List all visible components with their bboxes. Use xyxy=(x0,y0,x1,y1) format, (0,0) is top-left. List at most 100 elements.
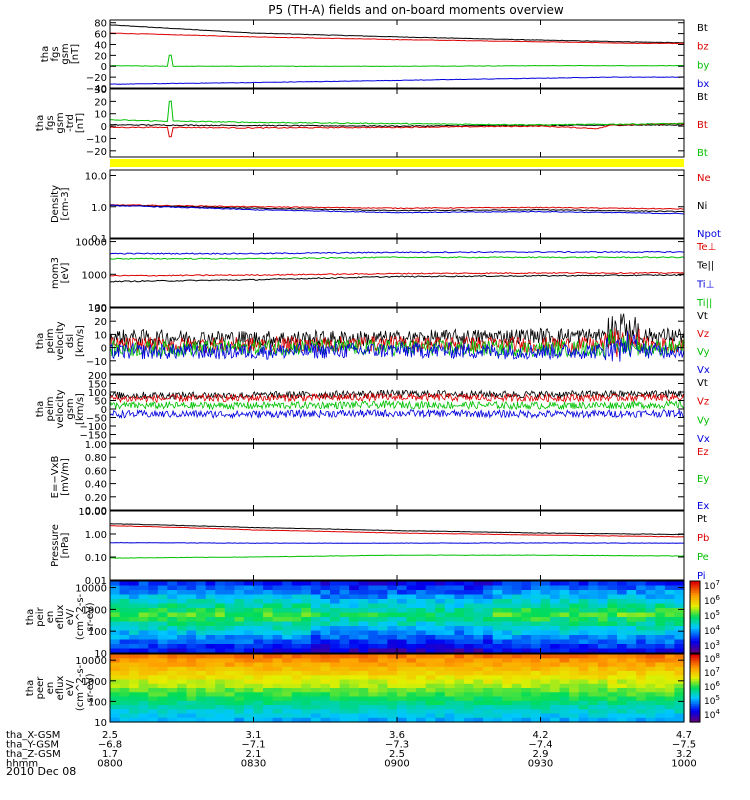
heatmap-cell xyxy=(291,630,302,636)
heatmap-cell xyxy=(243,692,255,698)
heatmap-cell xyxy=(626,675,637,681)
heatmap-cell xyxy=(607,621,618,627)
heatmap-cell xyxy=(196,658,207,664)
y-axis-label: thapeerenefluxeV/(cm^2-s-sr-eV) xyxy=(25,664,96,711)
heatmap-cell xyxy=(263,666,274,672)
heatmap-cell xyxy=(454,705,465,710)
heatmap-cell xyxy=(272,599,283,605)
heatmap-cell xyxy=(626,581,637,587)
heatmap-cell xyxy=(358,696,369,702)
heatmap-cell xyxy=(674,666,685,672)
heatmap-cell xyxy=(377,635,389,641)
heatmap-cell xyxy=(282,717,293,723)
heatmap-cell xyxy=(243,612,255,618)
heatmap-cell xyxy=(253,700,264,706)
heatmap-cell xyxy=(138,639,149,645)
heatmap-cell xyxy=(224,679,235,685)
heatmap-cell xyxy=(330,688,341,693)
heatmap-cell xyxy=(368,654,379,659)
y-axis-label: thapeirenefluxeV/(cm^2-s-sr-eV) xyxy=(25,593,96,640)
heatmap-cell xyxy=(263,608,274,614)
heatmap-cell xyxy=(626,603,637,609)
heatmap-cell xyxy=(387,608,398,614)
heatmap-cell xyxy=(263,662,274,668)
heatmap-cell xyxy=(272,626,283,632)
heatmap-cell xyxy=(177,713,188,719)
heatmap-cell xyxy=(397,612,408,618)
heatmap-cell xyxy=(578,603,589,609)
heatmap-cell xyxy=(349,585,360,591)
heatmap-cell xyxy=(492,671,503,676)
heatmap-cell xyxy=(157,671,168,676)
heatmap-cell xyxy=(387,626,398,632)
heatmap-cell xyxy=(617,644,628,650)
heatmap-cell xyxy=(636,608,647,614)
heatmap-cell xyxy=(291,692,302,698)
heatmap-cell xyxy=(483,648,494,654)
heatmap-cell xyxy=(263,612,274,618)
heatmap-cell xyxy=(454,679,465,685)
heatmap-cell xyxy=(196,671,207,676)
heatmap-cell xyxy=(444,692,455,698)
y-tick-label: −10 xyxy=(86,357,107,368)
heatmap-cell xyxy=(454,666,465,672)
heatmap-cell xyxy=(464,717,475,723)
heatmap-cell xyxy=(540,621,551,627)
heatmap-cell xyxy=(224,705,235,710)
heatmap-cell xyxy=(243,675,255,681)
heatmap-cell xyxy=(253,644,264,650)
heatmap-cell xyxy=(349,679,360,685)
heatmap-cell xyxy=(597,581,609,587)
heatmap-cell xyxy=(377,626,389,632)
heatmap-cell xyxy=(330,696,341,702)
heatmap-cell xyxy=(645,692,656,698)
heatmap-cell xyxy=(196,594,207,600)
heatmap-cell xyxy=(243,679,255,685)
heatmap-cell xyxy=(578,590,589,596)
heatmap-cell xyxy=(626,599,637,605)
heatmap-cell xyxy=(368,621,379,627)
heatmap-cell xyxy=(387,585,398,591)
colorbar-step xyxy=(690,697,700,700)
heatmap-cell xyxy=(664,671,676,676)
heatmap-cell xyxy=(129,675,140,681)
heatmap-cell xyxy=(291,717,302,723)
heatmap-cell xyxy=(492,683,503,689)
heatmap-cell xyxy=(358,594,369,600)
heatmap-cell xyxy=(435,705,446,710)
heatmap-cell xyxy=(138,671,149,676)
heatmap-cell xyxy=(597,666,609,672)
heatmap-cell xyxy=(502,658,513,664)
heatmap-cell xyxy=(119,666,130,672)
heatmap-cell xyxy=(664,713,676,719)
heatmap-cell xyxy=(636,648,647,654)
heatmap-cell xyxy=(253,581,264,587)
heatmap-cell xyxy=(330,630,341,636)
heatmap-cell xyxy=(358,639,369,645)
heatmap-cell xyxy=(425,648,436,654)
heatmap-cell xyxy=(425,696,436,702)
heatmap-cell xyxy=(550,599,561,605)
heatmap-cell xyxy=(186,692,197,698)
heatmap-cell xyxy=(129,679,140,685)
heatmap-cell xyxy=(473,585,484,591)
heatmap-cell xyxy=(617,662,628,668)
heatmap-cell xyxy=(492,603,503,609)
heatmap-cell xyxy=(617,639,628,645)
heatmap-cell xyxy=(358,654,369,659)
heatmap-cell xyxy=(282,648,293,654)
heatmap-cell xyxy=(406,644,417,650)
heatmap-cell xyxy=(636,639,647,645)
heatmap-cell xyxy=(492,662,503,668)
y-tick-label: −40 xyxy=(86,84,107,95)
heatmap-cell xyxy=(177,644,188,650)
heatmap-cell xyxy=(444,666,455,672)
heatmap-cell xyxy=(655,644,666,650)
heatmap-cell xyxy=(502,696,513,702)
heatmap-cell xyxy=(243,608,255,614)
x-axis-value: −6.8 xyxy=(98,740,122,751)
y-axis-label-line: en xyxy=(45,682,56,695)
heatmap-cell xyxy=(119,717,130,723)
heatmap-cell xyxy=(674,617,685,623)
heatmap-cell xyxy=(205,666,216,672)
